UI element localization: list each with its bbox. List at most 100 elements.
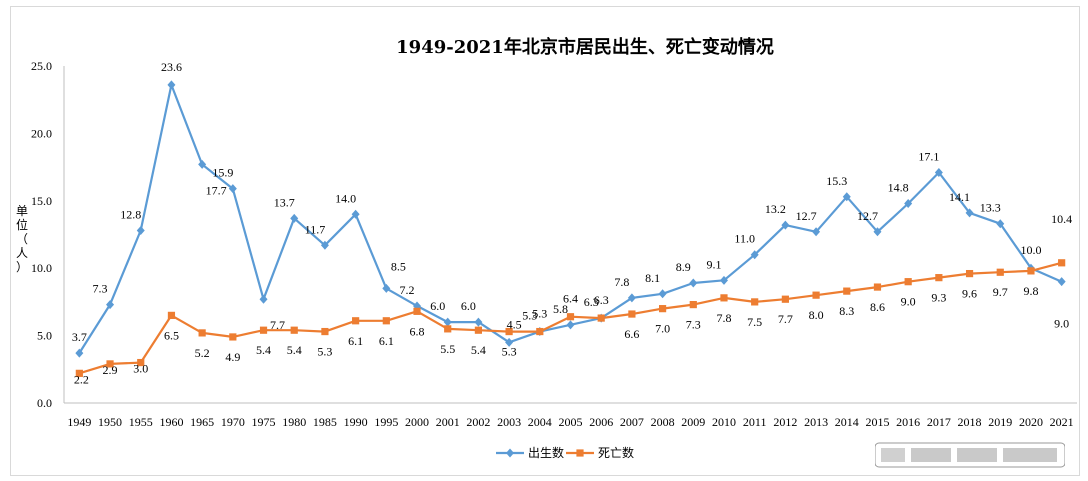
death-point (352, 317, 360, 325)
death-data-label: 8.3 (839, 304, 854, 318)
x-tick-label: 2019 (988, 415, 1012, 429)
death-point (137, 358, 145, 367)
x-tick-label: 1990 (344, 415, 368, 429)
birth-data-label: 12.7 (857, 209, 878, 223)
death-data-label: 2.2 (74, 372, 89, 386)
x-tick-label: 2021 (1050, 415, 1074, 429)
birth-data-label: 11.0 (734, 232, 755, 246)
birth-point (1057, 277, 1066, 287)
y-tick-label: 15.0 (31, 194, 52, 208)
birth-data-label: 3.7 (72, 330, 87, 344)
death-data-label: 9.3 (931, 291, 946, 305)
birth-data-label: 17.7 (206, 183, 227, 197)
axes (63, 66, 1077, 404)
death-data-label: 7.8 (716, 311, 731, 325)
birth-point (750, 250, 759, 260)
death-point (1058, 259, 1066, 267)
birth-data-label: 5.3 (522, 309, 537, 323)
watermark-logo (875, 442, 1065, 468)
birth-data-label: 17.1 (918, 149, 939, 163)
birth-data-label: 13.7 (274, 195, 295, 209)
death-data-label: 9.6 (962, 287, 977, 301)
death-data-label: 7.5 (747, 315, 762, 329)
birth-data-label: 11.7 (305, 222, 326, 236)
death-point (106, 360, 114, 368)
x-tick-label: 2007 (620, 415, 644, 429)
birth-data-label: 10.0 (1020, 243, 1041, 257)
death-data-label: 5.5 (440, 342, 455, 356)
death-data-label: 5.3 (317, 345, 332, 359)
death-data-label: 6.1 (348, 334, 363, 348)
birth-data-label: 13.3 (980, 201, 1001, 215)
x-tick-label: 1980 (282, 415, 306, 429)
x-tick-label: 1960 (159, 415, 183, 429)
death-point (536, 327, 544, 336)
death-data-label: 10.4 (1051, 212, 1072, 226)
death-point (628, 310, 636, 318)
birth-point (842, 192, 851, 202)
birth-point (198, 159, 207, 169)
death-point (474, 326, 483, 334)
death-point (566, 313, 575, 321)
birth-data-label: 8.5 (391, 259, 406, 273)
x-tick-label: 1985 (313, 415, 337, 429)
death-point (1027, 267, 1035, 275)
death-point (198, 329, 206, 337)
birth-data-label: 7.2 (400, 283, 415, 297)
x-tick-label: 2011 (743, 415, 767, 429)
death-data-label: 5.4 (256, 343, 271, 357)
y-tick-label: 5.0 (37, 329, 52, 343)
birth-point (443, 317, 452, 327)
birth-data-label: 6.0 (461, 299, 476, 313)
death-point (720, 294, 728, 302)
x-tick-labels: 1949 1950 1955 1960 1965 1970 1975 1980 1985 1990… (67, 415, 1073, 429)
birth-data-label: 15.3 (826, 174, 847, 188)
death-point (996, 268, 1004, 276)
x-tick-label: 1950 (98, 415, 122, 429)
birth-point (228, 184, 237, 194)
death-point (658, 305, 667, 313)
death-point (873, 283, 882, 291)
death-point (167, 311, 176, 319)
death-point (413, 307, 421, 315)
x-tick-label: 2002 (466, 415, 490, 429)
birth-data-label: 8.9 (676, 260, 691, 274)
birth-data-label: 7.7 (270, 318, 285, 332)
death-data-label: 6.6 (624, 327, 639, 341)
death-point (843, 287, 851, 295)
x-tick-label: 2004 (528, 415, 552, 429)
x-tick-label: 2015 (865, 415, 889, 429)
series-lines (78, 83, 1063, 375)
death-data-label: 2.9 (103, 363, 118, 377)
birth-point (320, 240, 329, 250)
birth-point (689, 278, 698, 288)
death-data-label: 8.6 (870, 300, 885, 314)
x-tick-label: 1970 (221, 415, 245, 429)
death-data-label: 3.0 (133, 362, 148, 376)
birth-data-label: 14.0 (335, 191, 356, 205)
x-tick-label: 2020 (1019, 415, 1043, 429)
birth-point (566, 320, 575, 330)
y-axis-label-text: 单位（人） (16, 204, 28, 274)
y-tick-label: 0.0 (37, 396, 52, 410)
death-data-label: 4.9 (225, 350, 240, 364)
data-labels: 3.7 7.3 12.8 23.6 17.7 15.9 7.7 13.7 11.7 14.0 8.5… (72, 60, 1072, 386)
birth-data-label: 9.1 (706, 257, 721, 271)
series-line-1 (78, 83, 1063, 354)
death-data-label: 9.7 (993, 285, 1008, 299)
y-tick-labels: 0.0 5.0 10.0 15.0 20.0 25.0 (31, 59, 52, 410)
birth-point (75, 348, 84, 358)
y-tick-label: 10.0 (31, 261, 52, 275)
birth-point (290, 213, 299, 223)
birth-data-label: 6.0 (430, 299, 445, 313)
legend: 出生数 死亡数 (496, 445, 634, 460)
birth-point (658, 289, 667, 299)
death-point (597, 314, 605, 322)
x-tick-label: 1949 (67, 415, 91, 429)
death-point (505, 327, 513, 336)
x-tick-label: 2006 (589, 415, 613, 429)
x-tick-label: 2013 (804, 415, 828, 429)
legend-label: 死亡数 (598, 445, 634, 460)
birth-point (873, 227, 882, 237)
death-data-label: 6.1 (379, 334, 394, 348)
